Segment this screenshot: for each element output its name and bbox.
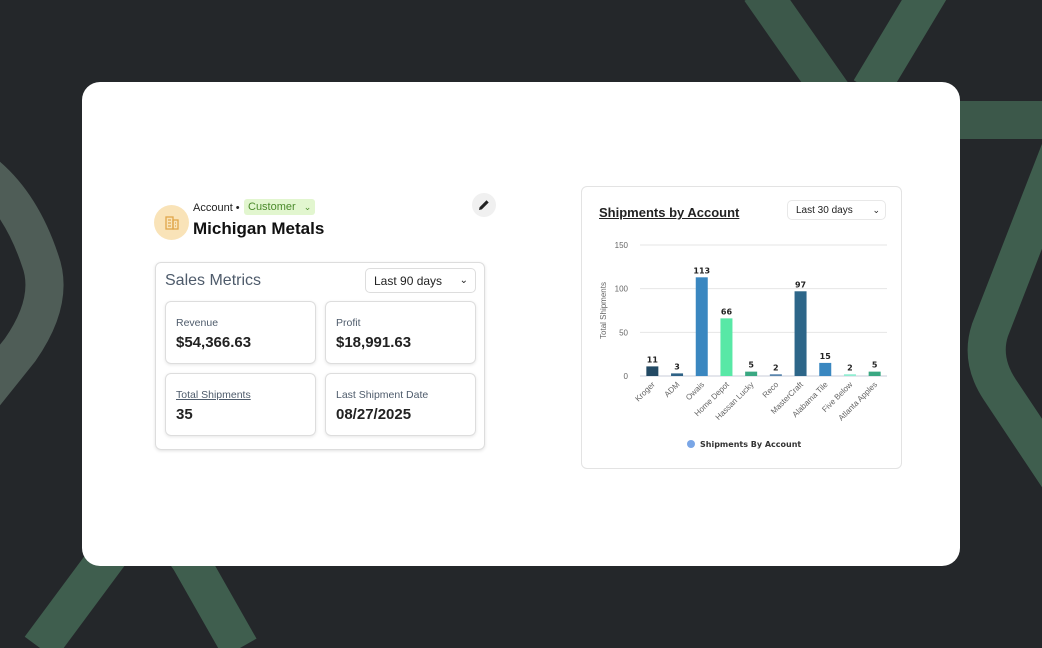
chart-period-value: Last 30 days [796,204,853,216]
legend-marker [687,440,695,448]
sales-metrics-panel: Sales Metrics Last 90 days ⌄ Revenue $54,3… [155,262,485,450]
chevron-down-icon: ⌄ [303,201,312,212]
metric-label: Revenue [176,317,219,329]
status-value: Customer [248,201,296,213]
data-label: 5 [748,361,754,370]
data-label: 97 [795,280,806,289]
account-card: Account • Customer ⌄ Michigan Metals Sale… [82,82,960,566]
chart-period-select[interactable]: Last 30 days ⌄ [787,200,886,220]
status-dropdown[interactable]: Customer ⌄ [244,199,316,215]
metric-value: $54,366.63 [176,334,252,351]
bar[interactable] [794,291,807,376]
metric-value: $18,991.63 [336,334,412,351]
bar[interactable] [671,373,684,376]
y-tick-label: 50 [619,328,628,337]
pencil-icon [479,200,489,210]
y-tick-label: 100 [615,285,629,294]
y-axis-label: Total Shipments [599,282,608,339]
metric-total-shipments: Total Shipments 35 [165,373,316,436]
sales-metrics-title: Sales Metrics [165,272,262,289]
data-label: 2 [847,363,853,372]
edit-button[interactable] [472,193,496,217]
bar[interactable] [819,362,832,376]
metric-value: 08/27/2025 [336,406,412,423]
bar[interactable] [843,374,856,376]
y-tick-label: 150 [615,241,629,250]
data-label: 113 [693,266,710,275]
data-label: 3 [674,362,680,371]
data-label: 5 [872,361,878,370]
bar[interactable] [646,366,659,376]
bar[interactable] [695,277,708,376]
chevron-down-icon: ⌄ [872,204,880,215]
metric-revenue: Revenue $54,366.63 [165,301,316,364]
sales-period-select[interactable]: Last 90 days ⌄ [365,268,476,293]
bar[interactable] [720,318,733,376]
data-label: 15 [820,352,832,361]
metric-label: Last Shipment Date [336,389,429,401]
data-label: 66 [721,307,733,316]
building-icon [154,205,189,240]
sales-period-value: Last 90 days [374,273,443,288]
bar[interactable] [769,374,782,376]
x-tick-label: Reco [761,380,781,400]
chart-title[interactable]: Shipments by Account [599,205,740,220]
data-label: 2 [773,363,779,372]
x-tick-label: Kroger [633,380,657,404]
shipments-chart-panel: Shipments by Account Last 30 days ⌄ 0 50 10… [581,186,902,469]
bar-chart: 0 50 100 150 Total Shipments 11 Kroger 3 ADM 113 O… [599,241,887,449]
metric-label: Profit [336,317,361,329]
total-shipments-link[interactable]: Total Shipments [176,389,251,401]
y-tick-label: 0 [624,372,629,381]
x-tick-label: Owais [684,380,706,402]
chevron-down-icon: ⌄ [459,275,468,286]
metric-profit: Profit $18,991.63 [325,301,476,364]
bar[interactable] [745,371,758,376]
account-name: Michigan Metals [193,219,325,238]
data-label: 11 [647,355,659,364]
metric-value: 35 [176,406,193,423]
x-tick-label: ADM [663,380,682,399]
account-type-label: Account • [193,202,240,214]
legend-label[interactable]: Shipments By Account [700,440,801,449]
metric-last-shipment-date: Last Shipment Date 08/27/2025 [325,373,476,436]
bar[interactable] [868,371,881,376]
